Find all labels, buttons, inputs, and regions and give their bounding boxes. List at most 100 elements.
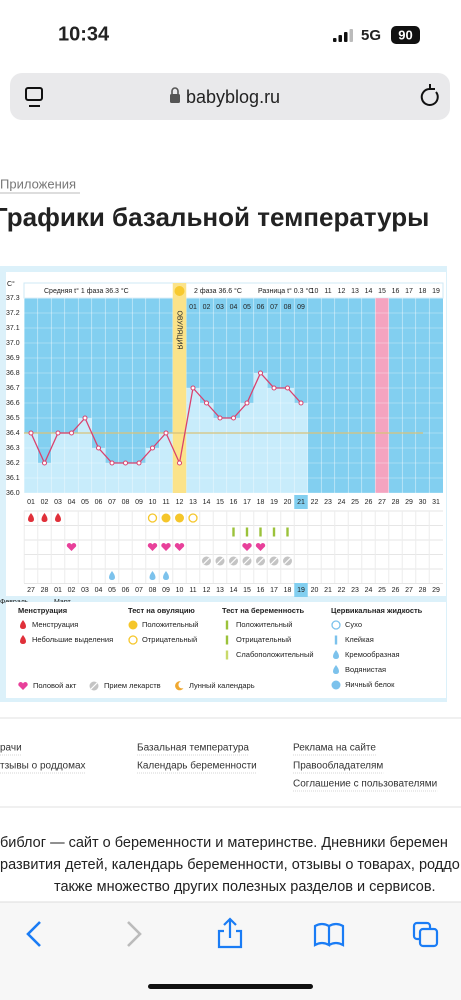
drop-icon <box>41 513 48 522</box>
test-icon <box>286 527 289 537</box>
phase2-label: 2 фаза 36.6 °C <box>194 287 242 295</box>
day-label: 05 <box>81 499 89 506</box>
legend-item: Отрицательный <box>236 635 291 644</box>
heart-icon <box>18 682 28 690</box>
day-label: 20 <box>284 499 292 506</box>
day-label: 16 <box>230 499 238 506</box>
date-label: 10 <box>176 587 184 594</box>
footer-link[interactable]: Реклама на сайте <box>293 743 376 754</box>
footer-link[interactable]: Соглашение с пользователями <box>293 779 437 790</box>
day-label: 30 <box>419 499 427 506</box>
back-button[interactable] <box>26 921 41 947</box>
dpo-label: 04 <box>230 304 238 311</box>
legend-item: Клейкая <box>345 635 374 644</box>
footer-link[interactable]: Правообладателям <box>293 760 383 772</box>
date-label: 13 <box>216 587 224 594</box>
dpo-label: 05 <box>243 304 251 311</box>
day-label: 25 <box>351 499 359 506</box>
heart-icon <box>147 543 158 551</box>
temperature-point <box>298 400 304 406</box>
temperature-point <box>109 460 115 466</box>
temperature-point <box>244 400 250 406</box>
date-label: 01 <box>54 587 62 594</box>
legend-group-title: Тест на беременность <box>222 606 305 615</box>
footer-link[interactable]: рачи <box>0 743 22 754</box>
dpo-label: 19 <box>432 288 440 295</box>
temperature-point <box>285 385 290 391</box>
day-label: 18 <box>257 499 265 506</box>
footer-link[interactable]: Базальная температура <box>137 743 249 754</box>
day-label: 03 <box>54 499 62 506</box>
date-label: 27 <box>27 587 35 594</box>
battery-level: 90 <box>398 27 412 42</box>
day-label: 26 <box>365 499 373 506</box>
day-label: 02 <box>41 499 49 506</box>
forward-button[interactable] <box>127 921 142 947</box>
day-label: 15 <box>216 499 224 506</box>
today-date-marker <box>294 583 308 597</box>
temperature-point <box>28 430 34 436</box>
circle-icon <box>128 620 138 630</box>
bookmarks-button[interactable] <box>313 922 345 947</box>
dpo-label: 16 <box>392 288 400 295</box>
legend-item: Слабоположительный <box>236 650 314 659</box>
pill-slash <box>203 557 210 565</box>
dpo-label: 10 <box>311 288 319 295</box>
dpo-label: 07 <box>270 304 278 311</box>
ring-icon <box>147 513 158 523</box>
footer-links: рачи тзывы о роддомах Базальная температур… <box>0 743 438 792</box>
day-label: 29 <box>405 499 413 506</box>
dpo-label: 02 <box>203 304 211 311</box>
address-bar[interactable] <box>10 73 450 120</box>
circle-icon <box>161 513 171 523</box>
temperature-area <box>213 418 227 493</box>
y-tick-label: 36.0 <box>6 490 20 497</box>
tabs-button[interactable] <box>412 921 439 948</box>
date-label: 25 <box>378 587 386 594</box>
url-text[interactable]: babyblog.ru <box>186 87 280 107</box>
day-label: 28 <box>392 499 400 506</box>
dpo-label: 18 <box>419 288 427 295</box>
legend-item: Менструация <box>32 620 78 629</box>
legend-item: Отрицательный <box>142 635 197 644</box>
date-label: 21 <box>324 587 332 594</box>
date-label: 07 <box>135 587 143 594</box>
reader-icon[interactable] <box>25 87 43 107</box>
phase1-label: Средняя t° 1 фаза 36.3 °C <box>44 287 129 295</box>
status-time: 10:34 <box>58 23 110 45</box>
reload-icon[interactable] <box>420 84 439 106</box>
pill-slash <box>230 557 237 565</box>
share-button[interactable] <box>217 917 243 949</box>
y-tick-label: 36.9 <box>6 355 20 362</box>
network-label: 5G <box>361 27 381 44</box>
legend-item: Яичный белок <box>345 680 395 689</box>
signal-icon <box>333 29 353 42</box>
ovulation-label: ОВУЛЯЦИЯ <box>176 310 183 349</box>
day-label: 13 <box>189 499 197 506</box>
temperature-area <box>280 388 295 493</box>
bbt-chart: Средняя t° 1 фаза 36.3 °C 2 фаза 36.6 °C Р… <box>0 280 444 606</box>
footer-link[interactable]: Календарь беременности <box>137 760 257 772</box>
temperature-point <box>136 460 142 466</box>
date-label: 17 <box>270 587 278 594</box>
pill-slash <box>270 557 278 565</box>
expected-period-column <box>375 298 389 493</box>
test-icon <box>225 635 229 645</box>
ovulation-column <box>172 283 187 493</box>
drop-icon <box>109 571 115 580</box>
legend-group-title: Менструация <box>18 606 67 615</box>
footer-link[interactable]: тзывы о роддомах <box>0 761 86 772</box>
date-label: 20 <box>311 587 319 594</box>
temperature-point <box>271 385 277 391</box>
heart-icon <box>255 543 266 551</box>
y-tick-label: 36.5 <box>6 415 20 422</box>
test-icon <box>272 527 276 537</box>
breadcrumb[interactable]: Приложения <box>0 176 76 191</box>
temperature-point <box>42 460 47 466</box>
temperature-area <box>145 448 160 493</box>
y-unit: C° <box>7 280 15 288</box>
date-label: 03 <box>81 587 89 594</box>
pill-slash <box>257 557 264 565</box>
